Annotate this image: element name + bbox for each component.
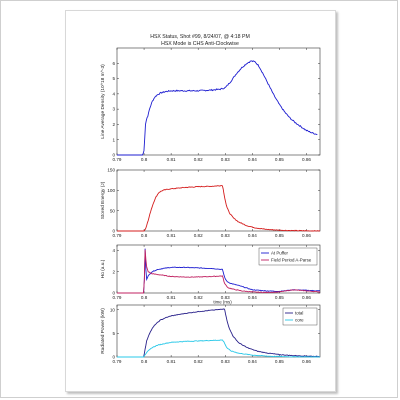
x-tick-label: 0.82 [194, 157, 203, 162]
y-tick-label: 10 [110, 307, 116, 312]
annotation-label: time (ms) [213, 300, 232, 305]
figure-title-line2: HSX Mode is CHS Anti-Clockwise [161, 41, 239, 47]
legend-label: Field Period A-Parse [271, 258, 312, 263]
series-line-field-period-a-parse [117, 249, 321, 294]
y-tick-label: 1 [112, 137, 115, 142]
legend-label: core [295, 318, 304, 323]
y-tick-label: 150 [107, 168, 115, 173]
y-axis-label: Hα (a.u.) [100, 259, 106, 278]
y-axis-label: Line Average Density (10^18 m^-3) [100, 64, 106, 139]
x-tick-label: 0.8 [141, 157, 148, 162]
x-tick-label: 0.79 [113, 295, 122, 300]
x-tick-label: 0.79 [113, 233, 122, 238]
x-tick-label: 0.79 [113, 157, 122, 162]
x-tick-label: 0.86 [302, 295, 311, 300]
x-tick-label: 0.81 [167, 295, 176, 300]
x-tick-label: 0.85 [275, 233, 284, 238]
y-tick-label: 0 [112, 229, 115, 234]
x-tick-label: 0.81 [167, 233, 176, 238]
x-tick-label: 0.79 [113, 359, 122, 364]
legend-box [282, 307, 318, 326]
halpha-panel: 0.79 0.8 0.81 0.82 0.83 0.84 0.85 0.86 0 2 4 Hα (a.… [100, 244, 321, 300]
x-tick-label: 0.81 [167, 359, 176, 364]
y-axis-label: Stored Energy (J) [100, 181, 106, 219]
x-tick-label: 0.84 [248, 233, 257, 238]
y-tick-label: 3 [112, 107, 115, 112]
x-tick-label: 0.84 [248, 295, 257, 300]
plot-panels: 0.79 0.8 0.81 0.82 0.83 0.84 0.85 0.860123456Li… [100, 47, 321, 364]
x-tick-label: 0.85 [275, 157, 284, 162]
y-tick-label: 2 [112, 269, 115, 274]
series-line-main [117, 185, 321, 232]
x-tick-label: 0.83 [221, 233, 230, 238]
x-tick-label: 0.83 [221, 295, 230, 300]
x-tick-label: 0.81 [167, 157, 176, 162]
x-tick-label: 0.8 [141, 295, 148, 300]
x-tick-label: 0.8 [141, 233, 148, 238]
figure-title-line1: HSX Status, Shot #99, 8/24/07, @ 4:18 PM [150, 34, 250, 40]
radiated-panel: 0.79 0.8 0.81 0.82 0.83 0.84 0.85 0.86 0 5 10 Radia… [100, 300, 321, 364]
y-tick-label: 6 [112, 61, 115, 66]
y-tick-label: 5 [112, 76, 115, 81]
series-line-main [117, 60, 318, 156]
axes-box [116, 47, 321, 156]
y-tick-label: 5 [112, 331, 115, 336]
y-tick-label: 4 [112, 91, 115, 96]
y-tick-label: 0 [112, 291, 115, 296]
series-line-total [117, 308, 321, 358]
y-tick-label: 2 [112, 122, 115, 127]
x-tick-label: 0.85 [275, 295, 284, 300]
x-tick-label: 0.82 [194, 233, 203, 238]
x-tick-label: 0.82 [194, 295, 203, 300]
x-tick-label: 0.83 [221, 359, 230, 364]
x-tick-label: 0.8 [141, 359, 148, 364]
legend-box [258, 247, 318, 266]
x-tick-label: 0.82 [194, 359, 203, 364]
y-tick-label: 0 [112, 153, 115, 158]
x-tick-label: 0.86 [302, 233, 311, 238]
axes-box [116, 169, 321, 232]
x-tick-label: 0.86 [302, 157, 311, 162]
x-tick-label: 0.85 [275, 359, 284, 364]
density-panel: 0.79 0.8 0.81 0.82 0.83 0.84 0.85 0.86 0 1 2 3 4 5 6 Li… [100, 47, 321, 162]
x-tick-label: 0.84 [248, 359, 257, 364]
series-line-core [117, 339, 321, 358]
y-axis-label: Radiated Power (kW) [100, 308, 106, 354]
y-tick-label: 50 [110, 208, 116, 213]
x-tick-label: 0.86 [302, 359, 311, 364]
y-tick-label: 100 [107, 188, 115, 193]
legend-label: total [295, 311, 303, 316]
y-tick-label: 0 [112, 355, 115, 360]
energy-panel: 0.79 0.8 0.81 0.82 0.83 0.84 0.85 0.86 0 50 100 150… [100, 168, 321, 238]
y-tick-label: 4 [112, 248, 115, 253]
x-tick-label: 0.83 [221, 157, 230, 162]
x-tick-label: 0.84 [248, 157, 257, 162]
legend-label: At Puffer [271, 251, 289, 256]
